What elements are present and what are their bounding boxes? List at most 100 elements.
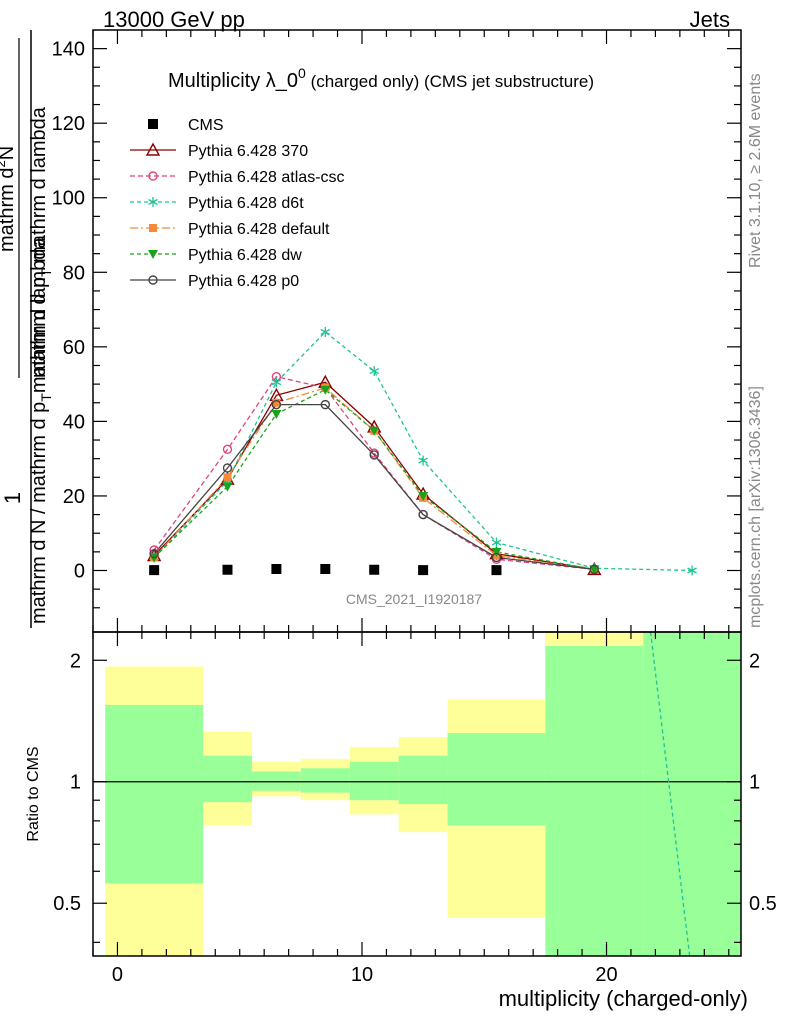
x-tick-label: 0 bbox=[112, 964, 123, 986]
header-left: 13000 GeV pp bbox=[103, 7, 245, 32]
legend-label-atlas: Pythia 6.428 atlas-csc bbox=[188, 169, 345, 186]
x-axis-label: multiplicity (charged-only) bbox=[499, 986, 748, 1011]
data-point-p0 bbox=[149, 549, 159, 559]
ratio-uncertainty-bands bbox=[93, 631, 741, 957]
plot-title: Multiplicity λ_00 (charged only) (CMS je… bbox=[168, 65, 594, 92]
data-point-d6t bbox=[491, 537, 502, 548]
data-point-cms bbox=[491, 565, 502, 576]
data-point-d6t-stroke bbox=[418, 457, 428, 464]
top-y-tick-label: 60 bbox=[63, 337, 85, 359]
data-point-p0 bbox=[369, 450, 379, 460]
ratio-y-tick-label-right: 1 bbox=[749, 772, 760, 794]
ratio-plot-frame bbox=[92, 631, 742, 957]
data-point-p0 bbox=[320, 399, 331, 410]
data-point-d6t bbox=[271, 377, 282, 388]
data-point-p0 bbox=[271, 399, 282, 410]
ratio-band-green bbox=[203, 755, 252, 803]
svg-text:1: 1 bbox=[0, 492, 25, 504]
top-y-axis-label-inner-numerator: mathrm d2N bbox=[0, 146, 18, 252]
ratio-y-tick-label: 1 bbox=[70, 772, 81, 794]
top-y-tick-label: 120 bbox=[52, 113, 85, 135]
series-line-p0 bbox=[153, 403, 595, 571]
ratio-y-tick-label: 0.5 bbox=[53, 893, 81, 915]
ratio-y-tick-label-right: 2 bbox=[749, 650, 760, 672]
ratio-band-green bbox=[447, 733, 546, 826]
legend-label-default: Pythia 6.428 default bbox=[188, 221, 330, 238]
legend-marker-p0 bbox=[148, 275, 158, 285]
mcplots-label: mcplots.cern.ch [arXiv:1306.3436] bbox=[747, 386, 764, 628]
top-y-axis-label: 1 mathrm d N / mathrm d pTmathrm d lambd… bbox=[0, 30, 54, 628]
data-point-dw bbox=[369, 426, 380, 436]
data-point-cms bbox=[418, 565, 429, 576]
data-point-dw bbox=[320, 385, 331, 395]
data-point-atlas bbox=[222, 444, 233, 455]
ratio-y-axis-label: Ratio to CMS bbox=[25, 746, 42, 841]
top-y-tick-label: 80 bbox=[63, 262, 85, 284]
top-y-tick-label: 140 bbox=[52, 39, 85, 61]
rivet-label: Rivet 3.1.10, ≥ 2.6M events bbox=[747, 73, 764, 268]
data-point-cms bbox=[149, 565, 160, 576]
legend-marker-p370 bbox=[145, 142, 161, 156]
top-y-tick-label: 20 bbox=[63, 486, 85, 508]
data-point-dw bbox=[271, 409, 282, 419]
ratio-line-d6t bbox=[649, 631, 691, 957]
data-point-p0 bbox=[491, 552, 502, 563]
top-y-tick-label: 40 bbox=[63, 411, 85, 433]
series-line-d6t bbox=[153, 331, 693, 572]
ratio-y-tick-label-right: 0.5 bbox=[749, 893, 777, 915]
data-point-default bbox=[272, 398, 281, 407]
ratio-band-green bbox=[398, 755, 448, 805]
data-point-d6t bbox=[418, 455, 428, 466]
legend-label-p370: Pythia 6.428 370 bbox=[188, 143, 308, 160]
ratio-y-tick-label: 2 bbox=[70, 650, 81, 672]
data-point-p0 bbox=[222, 463, 233, 473]
data-point-d6t-stroke bbox=[491, 539, 502, 546]
top-y-axis-label-denominator: mathrm d N / mathrm d pTmathrm d lambda bbox=[28, 237, 54, 624]
header-right: Jets bbox=[690, 7, 730, 32]
top-y-tick-label: 0 bbox=[74, 560, 85, 582]
series-line-atlas bbox=[153, 375, 595, 571]
legend-label-p0: Pythia 6.428 p0 bbox=[188, 273, 299, 290]
ratio-band-green bbox=[349, 761, 399, 801]
analysis-watermark: CMS_2021_I1920187 bbox=[346, 591, 482, 607]
legend-marker-default bbox=[149, 224, 157, 232]
legend: CMS Pythia 6.428 370 Pythia 6.428 atlas-cs… bbox=[130, 117, 345, 290]
x-tick-label: 10 bbox=[351, 964, 373, 986]
legend-label-d6t: Pythia 6.428 d6t bbox=[188, 195, 304, 212]
data-point-d6t-stroke bbox=[369, 368, 380, 375]
data-point-d6t-stroke bbox=[320, 328, 331, 336]
data-point-cms bbox=[222, 564, 233, 575]
legend-label-dw: Pythia 6.428 dw bbox=[188, 247, 302, 264]
ratio-band-green bbox=[105, 704, 204, 884]
legend-marker-d6t-stroke bbox=[148, 198, 158, 206]
data-point-d6t-stroke bbox=[687, 567, 697, 574]
legend-marker-dw bbox=[148, 250, 158, 259]
top-y-tick-label: 100 bbox=[52, 188, 85, 210]
legend-marker-atlas bbox=[148, 171, 158, 181]
data-point-cms bbox=[320, 564, 331, 575]
data-point-dw bbox=[589, 565, 600, 575]
data-point-d6t-stroke bbox=[271, 379, 282, 386]
series-line-dw bbox=[153, 388, 595, 571]
x-tick-label: 20 bbox=[595, 964, 617, 986]
data-point-p0 bbox=[418, 509, 428, 520]
ratio-band-yellow bbox=[545, 632, 644, 646]
data-point-p0 bbox=[589, 564, 599, 575]
ratio-band-green bbox=[643, 632, 741, 956]
data-point-d6t bbox=[320, 326, 331, 337]
data-point-dw bbox=[491, 547, 502, 557]
data-point-dw bbox=[222, 482, 233, 492]
legend-marker-cms bbox=[148, 119, 158, 129]
data-point-cms bbox=[271, 564, 282, 575]
data-point-d6t bbox=[687, 565, 697, 576]
data-point-default bbox=[223, 473, 232, 482]
ratio-band-green bbox=[545, 632, 644, 956]
top-y-axis-label-inner-denominator: mathrm d pT mathrm d lambda bbox=[28, 106, 54, 378]
data-point-d6t bbox=[369, 366, 380, 377]
legend-label-cms: CMS bbox=[188, 117, 224, 134]
ratio-band-green bbox=[300, 768, 350, 793]
series-line-default bbox=[153, 387, 595, 571]
legend-marker-d6t bbox=[148, 197, 158, 207]
data-point-cms bbox=[369, 564, 380, 575]
